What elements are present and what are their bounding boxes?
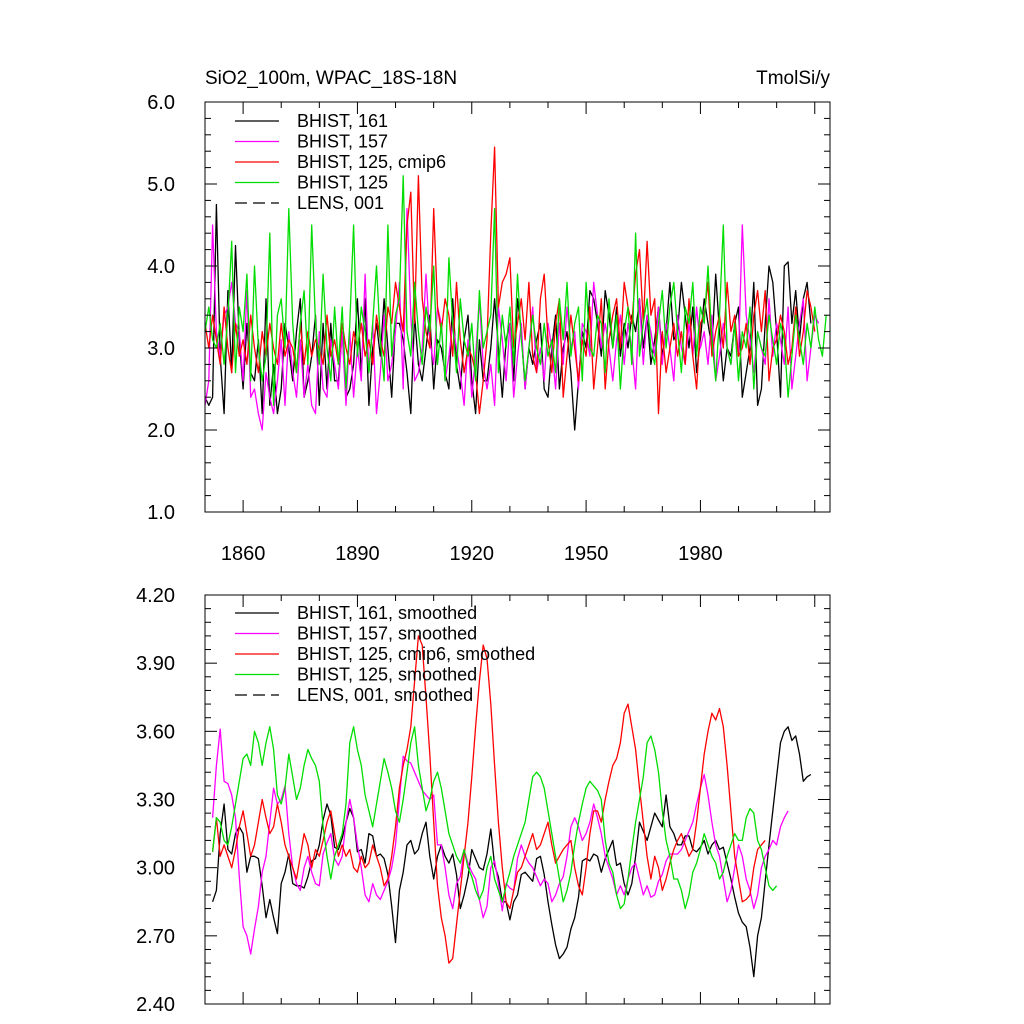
y-tick-label: 4.0 xyxy=(147,256,175,278)
top-axes: 1.0 2.0 3.0 4.0 5.0 6.0 1860 1890 1920 1950 1980 xyxy=(147,92,831,565)
y-tick-label: 2.40 xyxy=(136,994,175,1016)
x-tick-label: 1980 xyxy=(678,543,723,565)
y-tick-label: 3.00 xyxy=(136,858,175,880)
top-series-lines xyxy=(204,146,827,431)
y-tick-label: 3.0 xyxy=(147,338,175,360)
legend-label: BHIST, 125 xyxy=(297,173,388,193)
y-tick-label: 6.0 xyxy=(147,92,175,114)
x-tick-label: 1860 xyxy=(221,543,266,565)
bottom-axes: 2.40 2.70 3.00 3.30 3.60 3.90 4.20 xyxy=(136,585,831,1016)
y-tick-label: 1.0 xyxy=(147,502,175,524)
x-tick-label: 1950 xyxy=(564,543,609,565)
plot-frame-1 xyxy=(204,101,831,513)
x-tick-label: 1890 xyxy=(335,543,380,565)
series-line-2-4 xyxy=(211,726,778,910)
y-tick-label: 3.60 xyxy=(136,721,175,743)
y-tick-label: 2.0 xyxy=(147,420,175,442)
y-tick-label: 2.70 xyxy=(136,926,175,948)
top-panel: SiO2_100m, WPAC_18S-18N TmolSi/y 1.0 2.0 3… xyxy=(147,68,831,565)
bottom-series-lines xyxy=(211,635,812,978)
top-title-left: SiO2_100m, WPAC_18S-18N xyxy=(205,68,457,89)
y-tick-label: 3.90 xyxy=(136,653,175,675)
y-tick-label: 5.0 xyxy=(147,174,175,196)
bottom-panel: 2.40 2.70 3.00 3.30 3.60 3.90 4.20 BHIST, 161,… xyxy=(136,585,831,1016)
series-line-2-3 xyxy=(211,635,766,964)
legend-label: BHIST, 157 xyxy=(297,132,388,152)
legend-label: LENS, 001, smoothed xyxy=(297,685,473,705)
x-tick-label: 1920 xyxy=(450,543,495,565)
legend-label: LENS, 001 xyxy=(297,193,384,213)
series-line-1-4 xyxy=(204,175,827,407)
legend-label: BHIST, 125, cmip6 xyxy=(297,152,446,172)
legend-label: BHIST, 125, smoothed xyxy=(297,665,477,685)
y-tick-label: 3.30 xyxy=(136,790,175,812)
legend-label: BHIST, 125, cmip6, smoothed xyxy=(297,644,535,664)
legend-label: BHIST, 157, smoothed xyxy=(297,624,477,644)
legend-label: BHIST, 161 xyxy=(297,111,388,131)
y-tick-label: 4.20 xyxy=(136,585,175,607)
top-title-right: TmolSi/y xyxy=(756,68,830,89)
legend-label: BHIST, 161, smoothed xyxy=(297,603,477,623)
series-line-2-1 xyxy=(211,726,812,978)
